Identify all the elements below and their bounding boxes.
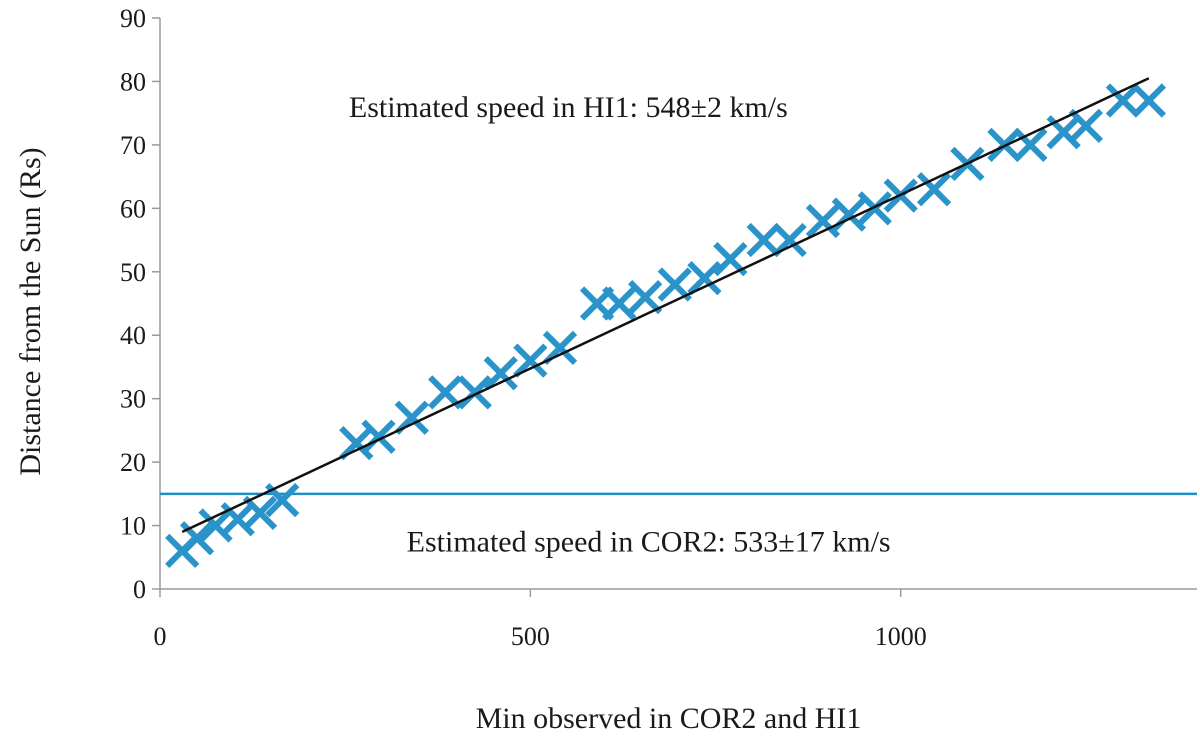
data-point	[457, 375, 492, 410]
data-point	[1046, 115, 1081, 150]
data-point	[746, 222, 781, 258]
y-tick-label: 20	[120, 448, 146, 477]
y-tick-label: 40	[120, 321, 146, 350]
y-axis-ticks: 0 10 20 30 40 50 60 70 80 90	[120, 4, 160, 604]
trend-line	[181, 77, 1150, 534]
annotation-hi1-speed: Estimated speed in HI1: 548±2 km/s	[349, 91, 788, 124]
y-tick-label: 70	[120, 131, 146, 160]
y-axis-label: Distance from the Sun (Rs)	[14, 147, 47, 475]
data-point	[220, 502, 255, 537]
y-tick-label: 10	[120, 512, 146, 541]
data-point	[1131, 83, 1166, 118]
data-point	[428, 375, 463, 410]
data-point	[628, 280, 663, 315]
y-tick-label: 30	[120, 385, 146, 414]
y-tick-label: 60	[120, 194, 146, 223]
data-point	[857, 191, 892, 226]
data-point	[483, 356, 518, 391]
x-tick-label: 0	[154, 622, 167, 651]
data-point	[1105, 83, 1141, 118]
data-point	[1013, 127, 1048, 163]
y-tick-label: 0	[133, 575, 146, 604]
data-point	[179, 521, 215, 556]
y-tick-label: 80	[120, 67, 146, 96]
data-point	[542, 330, 578, 366]
annotation-cor2-speed: Estimated speed in COR2: 533±17 km/s	[407, 525, 891, 558]
data-point	[602, 286, 637, 321]
x-axis-ticks: 0 500 1000	[154, 589, 927, 651]
x-axis-label: Min observed in COR2 and HI1	[476, 702, 862, 735]
data-point	[513, 343, 548, 378]
data-point	[339, 425, 374, 461]
y-tick-label: 50	[120, 258, 146, 287]
data-point	[657, 267, 692, 302]
data-point	[242, 495, 278, 530]
data-point	[772, 222, 807, 258]
data-point	[361, 419, 396, 454]
x-tick-label: 1000	[875, 622, 927, 651]
data-markers	[165, 83, 1166, 569]
data-point	[805, 203, 841, 239]
data-point	[1068, 108, 1104, 143]
y-tick-label: 90	[120, 4, 146, 33]
data-point	[687, 261, 722, 296]
data-point	[916, 172, 952, 207]
x-tick-label: 500	[511, 622, 550, 651]
